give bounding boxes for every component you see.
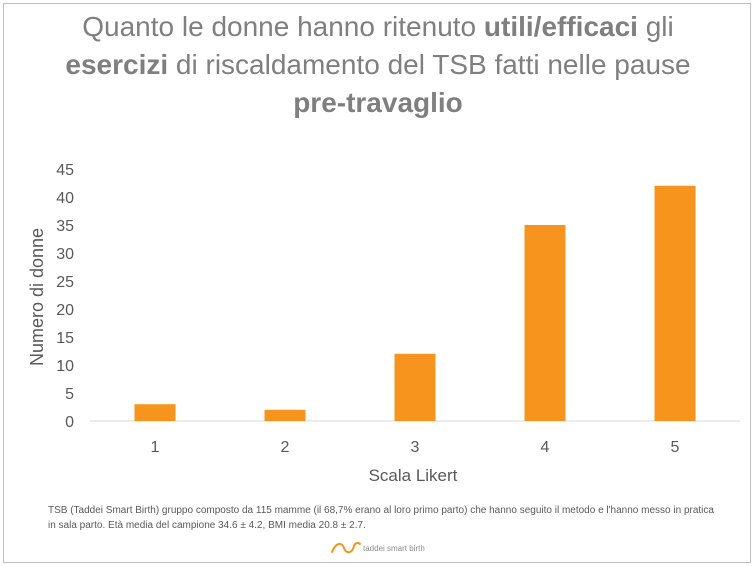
x-axis-label: Scala Likert xyxy=(369,466,458,485)
y-tick-label: 25 xyxy=(56,274,74,291)
x-tick-label: 2 xyxy=(281,439,290,456)
y-tick-label: 40 xyxy=(56,190,74,207)
y-tick-label: 35 xyxy=(56,218,74,235)
y-tick-label: 5 xyxy=(65,386,74,403)
bar xyxy=(134,404,176,421)
footnote: TSB (Taddei Smart Birth) gruppo composto… xyxy=(48,505,714,531)
logo-mark-icon xyxy=(331,541,361,554)
y-tick-label: 0 xyxy=(65,414,74,431)
x-tick-label: 4 xyxy=(541,439,550,456)
title-text: Quanto le donne hanno ritenuto xyxy=(82,11,484,42)
y-tick-label: 10 xyxy=(56,358,74,375)
title-emphasis: esercizi xyxy=(65,49,169,80)
y-tick-label: 45 xyxy=(56,162,74,179)
chart-title: Quanto le donne hanno ritenuto utili/eff… xyxy=(0,8,756,122)
x-tick-label: 5 xyxy=(671,439,680,456)
y-tick-label: 15 xyxy=(56,330,74,347)
title-text: di riscaldamento del TSB fatti nelle pau… xyxy=(168,49,691,80)
bar xyxy=(264,409,306,421)
x-axis-ticks: 1 2 3 4 5 xyxy=(151,439,680,456)
bar xyxy=(524,225,566,421)
x-tick-label: 1 xyxy=(151,439,160,456)
chart-frame xyxy=(3,3,751,563)
y-tick-label: 20 xyxy=(56,302,74,319)
bar xyxy=(394,353,436,421)
y-tick-label: 30 xyxy=(56,246,74,263)
title-line-2: esercizi di riscaldamento del TSB fatti … xyxy=(0,46,756,84)
title-text: gli xyxy=(637,11,674,42)
title-emphasis: utili/efficaci xyxy=(483,11,638,42)
bars xyxy=(134,185,696,421)
title-line-1: Quanto le donne hanno ritenuto utili/eff… xyxy=(0,8,756,46)
brand-logo: taddei smart birth xyxy=(331,541,425,554)
y-axis-ticks: 0 5 10 15 20 25 30 35 40 45 xyxy=(56,162,74,431)
title-emphasis: pre-travaglio xyxy=(293,87,463,118)
y-axis-label: Numero di donne xyxy=(27,228,47,366)
logo-text: taddei smart birth xyxy=(363,544,425,553)
bar xyxy=(654,185,696,421)
x-tick-label: 3 xyxy=(411,439,420,456)
title-line-3: pre-travaglio xyxy=(0,84,756,122)
